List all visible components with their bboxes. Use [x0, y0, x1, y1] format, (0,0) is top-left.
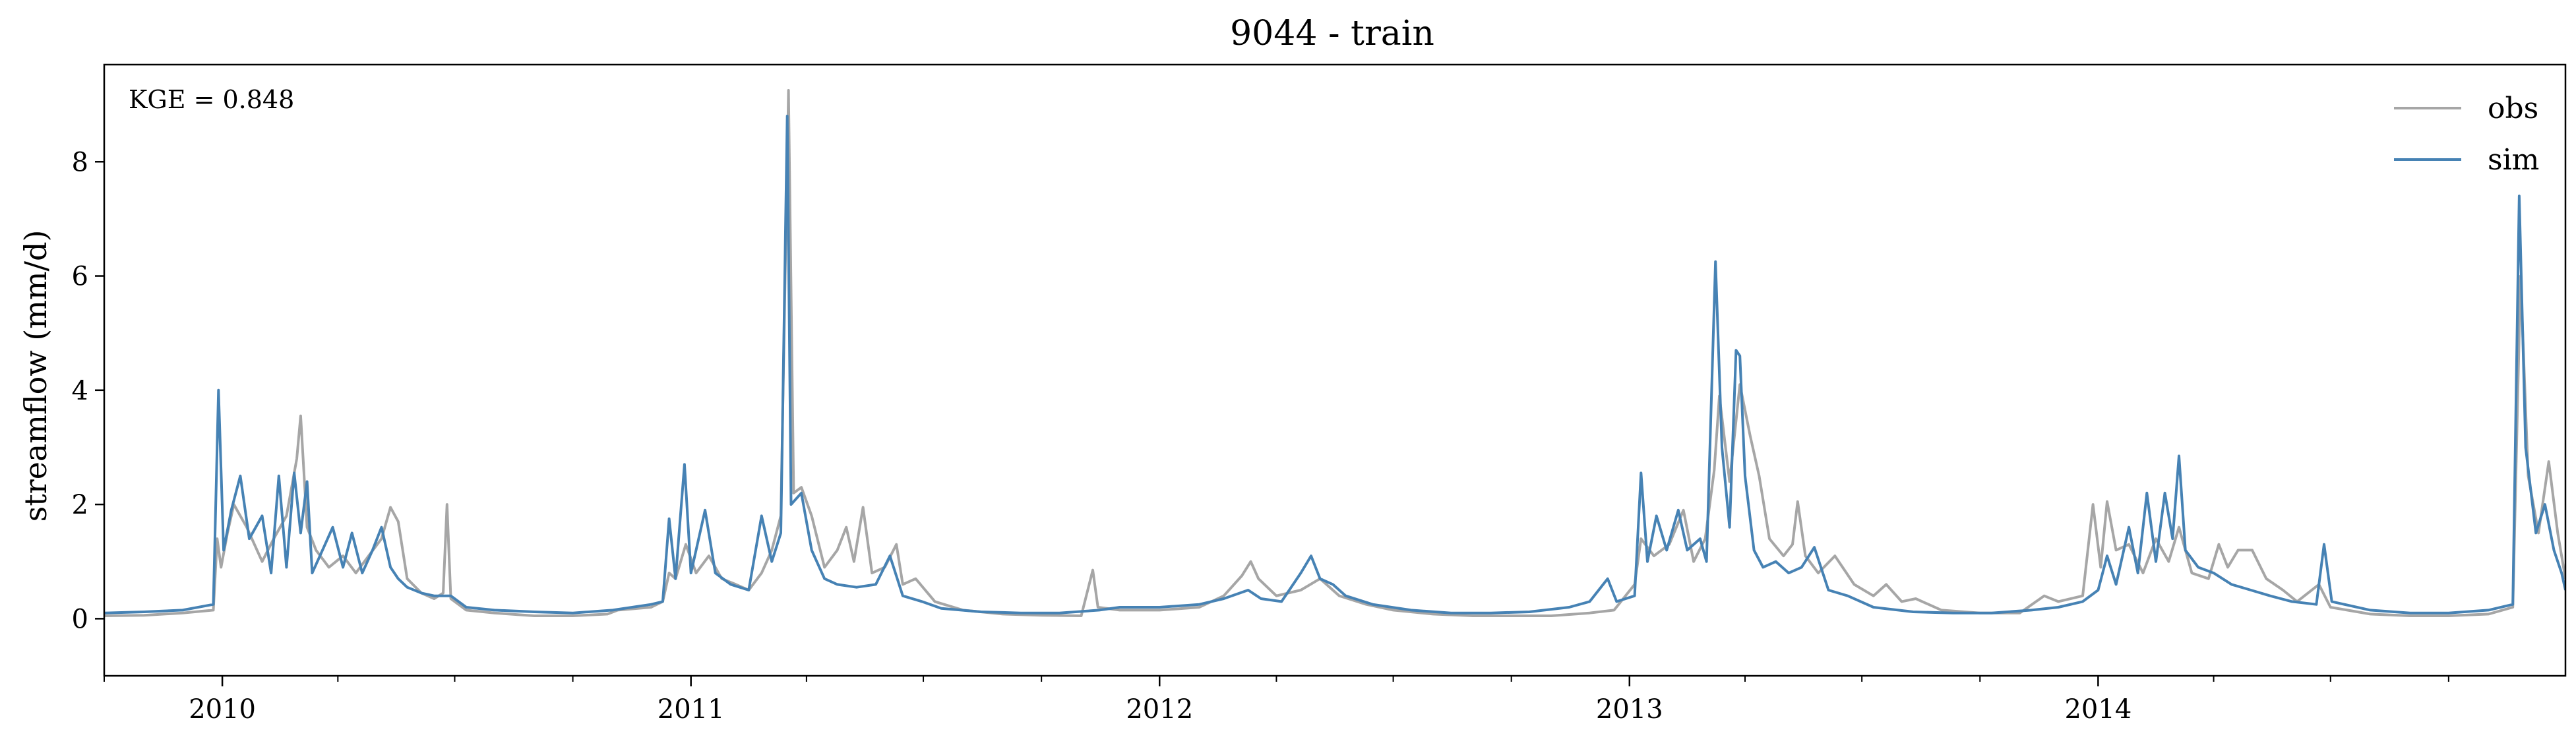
kge-annotation: KGE = 0.848 [129, 85, 294, 114]
y-axis-label: streamflow (mm/d) [18, 230, 53, 522]
series-line-obs [104, 89, 2565, 617]
y-tick-label: 6 [72, 262, 88, 292]
plot-area [104, 89, 2565, 617]
x-tick-label: 2012 [1126, 694, 1193, 725]
y-tick-label: 0 [72, 604, 88, 634]
x-tick-label: 2014 [2064, 694, 2131, 725]
legend: obs sim [2394, 92, 2539, 177]
axes: 0 2 4 6 8 2010 2011 2012 2013 2014 [72, 63, 2567, 725]
x-tick-label: 2013 [1596, 694, 1663, 725]
y-tick-label: 4 [72, 376, 88, 406]
x-tick-label: 2010 [189, 694, 256, 725]
plot-frame [103, 63, 2567, 677]
series-line-sim [104, 115, 2565, 614]
chart-title: 9044 - train [1230, 14, 1434, 53]
x-tick-label: 2011 [658, 694, 725, 725]
y-tick-label: 8 [72, 147, 88, 177]
legend-label-sim: sim [2488, 143, 2539, 177]
y-tick-label: 2 [72, 490, 88, 520]
legend-label-obs: obs [2488, 92, 2538, 125]
